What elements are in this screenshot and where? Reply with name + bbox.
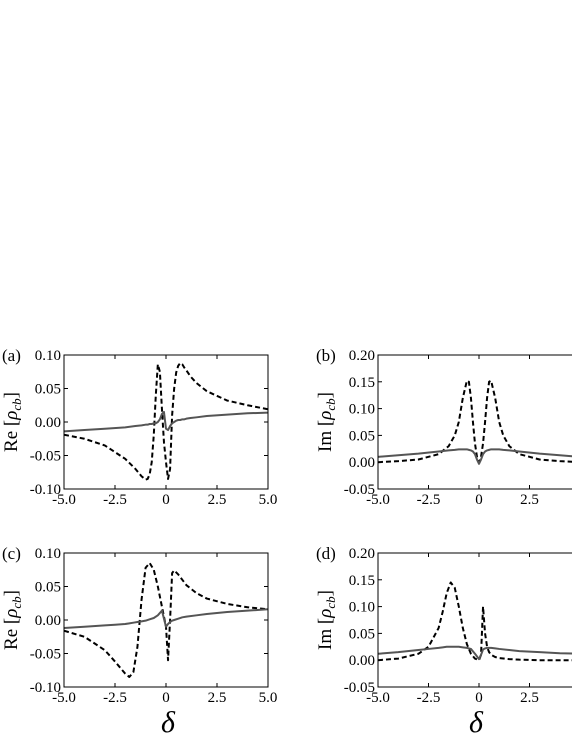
x-tick-label: 0 [475,690,483,706]
x-tick-label: -5.0 [366,690,390,706]
y-axis-label: Im [ρcb] [315,590,338,650]
x-tick-label: 0 [162,492,170,508]
y-tick-label: 0.15 [349,573,375,589]
series-dashed-line [378,582,572,660]
x-tick-label: 2.5 [520,492,539,508]
y-tick-label: 0.20 [349,348,375,364]
y-tick-label: 0.10 [35,546,61,562]
panel-label: (d) [316,544,336,563]
plot-frame [378,553,572,687]
y-tick-label: 0.10 [349,402,375,418]
x-tick-label: 5.0 [259,492,278,508]
x-tick-label: -2.5 [417,690,441,706]
panel-d: 0.200.150.100.050.00-0.05-5.0-2.502.55(d… [315,544,572,706]
y-tick-label: 0.20 [349,546,375,562]
panel-c: 0.100.050.00-0.05-0.10-5.0 -2.5 0 2.5 5.0(c)… [1,544,277,706]
x-axis-label-right: δ [469,706,484,739]
x-tick-label: 0 [162,690,170,706]
x-tick-label: -5.0 [52,492,76,508]
series-dashed-line [378,381,572,462]
x-tick-label: 2.5 [208,492,227,508]
y-tick-label: 0.05 [35,580,61,596]
y-tick-label: 0.00 [349,653,375,669]
panel-b: 0.200.150.100.050.00-0.05-5.0-2.502.55(b… [315,346,572,508]
x-tick-label: -5.0 [52,690,76,706]
x-tick-label: -5.0 [366,492,390,508]
x-tick-label: -2.5 [103,492,127,508]
x-tick-label: -2.5 [103,690,127,706]
y-tick-label: 0.10 [349,600,375,616]
y-tick-label: -0.05 [30,449,61,465]
series-dashed-line [64,563,268,677]
series-solid-line [378,449,572,463]
plot-frame [378,355,572,489]
y-tick-label: 0.00 [35,415,61,431]
y-tick-label: 0.15 [349,375,375,391]
y-tick-label: 0.00 [35,613,61,629]
y-tick-label: -0.05 [30,647,61,663]
y-tick-label: 0.05 [349,428,375,444]
y-tick-label: 0.05 [35,382,61,398]
plot-frame [64,553,268,687]
y-tick-label: 0.05 [349,626,375,642]
x-tick-label: 5.0 [259,690,278,706]
y-axis-label: Re [ρcb] [1,392,24,452]
series-solid-line [64,412,268,431]
series-solid-line [64,609,268,628]
panel-a: 0.100.050.00-0.05-0.10-5.0 -2.5 0 2.5 5.0(a)… [1,346,277,508]
panel-label: (c) [2,544,21,563]
x-tick-label: 0 [475,492,483,508]
x-tick-label: -2.5 [417,492,441,508]
x-tick-label: 2.5 [520,690,539,706]
x-axis-label-left: δ [161,706,176,739]
panel-label: (a) [2,346,21,365]
panel-label: (b) [316,346,336,365]
y-tick-label: 0.00 [349,455,375,471]
y-axis-label: Re [ρcb] [1,590,24,650]
x-tick-label: 2.5 [208,690,227,706]
y-axis-label: Im [ρcb] [315,392,338,452]
y-tick-label: 0.10 [35,348,61,364]
